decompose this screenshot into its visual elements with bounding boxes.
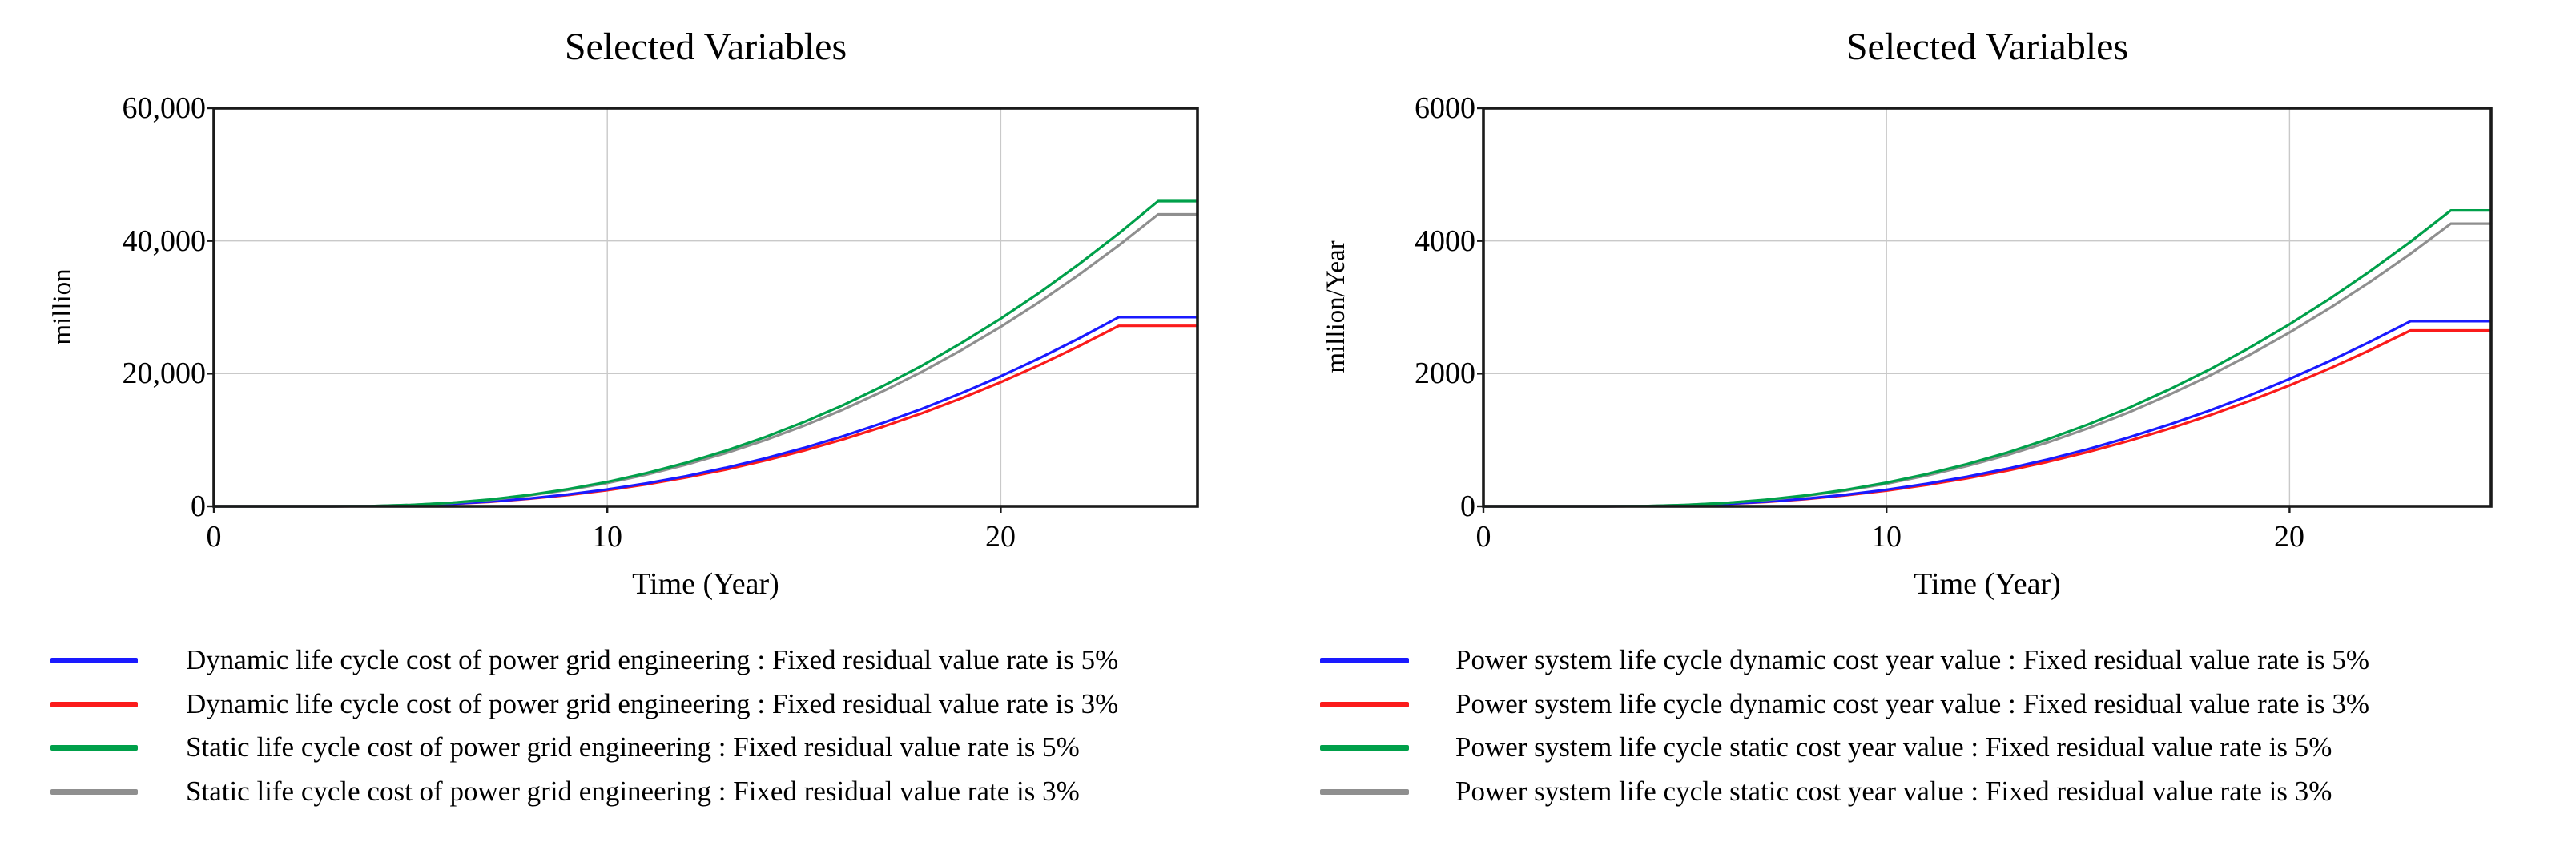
plot-area xyxy=(207,107,1199,513)
x-tick-label: 0 xyxy=(1475,520,1491,554)
y-tick-label: 40,000 xyxy=(122,224,207,258)
legend-item-label: Dynamic life cycle cost of power grid en… xyxy=(186,688,1119,719)
y-axis-label: million xyxy=(48,268,77,345)
legend-swatch-green xyxy=(1320,745,1409,751)
x-tick-label: 10 xyxy=(1871,520,1902,554)
legend-swatch-red xyxy=(50,702,138,707)
legend-swatch-blue xyxy=(1320,658,1409,663)
x-axis-label: Time (Year) xyxy=(1914,567,2061,601)
legend-item-label: Static life cycle cost of power grid eng… xyxy=(186,776,1080,807)
legend-swatch-gray xyxy=(50,789,138,795)
legend-swatch-gray xyxy=(1320,789,1409,795)
x-tick-label: 20 xyxy=(985,520,1016,554)
y-tick-label: 4000 xyxy=(1415,224,1475,258)
legend-item-label: Power system life cycle static cost year… xyxy=(1455,776,2332,807)
x-tick-label: 0 xyxy=(206,520,222,554)
y-tick-label: 2000 xyxy=(1415,357,1475,390)
x-axis-label: Time (Year) xyxy=(632,567,779,601)
y-tick-label: 20,000 xyxy=(122,357,207,390)
y-axis-label: million/Year xyxy=(1322,240,1350,373)
y-tick-label: 0 xyxy=(191,489,206,523)
legend-swatch-red xyxy=(1320,702,1409,707)
legend-item-label: Dynamic life cycle cost of power grid en… xyxy=(186,644,1119,675)
legend-item-label: Static life cycle cost of power grid eng… xyxy=(186,731,1080,763)
y-tick-label: 6000 xyxy=(1415,91,1475,125)
legend-item-label: Power system life cycle dynamic cost yea… xyxy=(1455,644,2370,675)
legend-swatch-green xyxy=(50,745,138,751)
x-tick-label: 10 xyxy=(592,520,622,554)
chart-title: Selected Variables xyxy=(1845,26,2129,68)
chart-title: Selected Variables xyxy=(564,26,847,68)
legend-item-label: Power system life cycle static cost year… xyxy=(1455,731,2332,763)
plot-area xyxy=(1477,107,2493,513)
legend-item-label: Power system life cycle dynamic cost yea… xyxy=(1455,688,2370,719)
x-tick-label: 20 xyxy=(2274,520,2304,554)
y-tick-label: 0 xyxy=(1460,489,1475,523)
y-tick-label: 60,000 xyxy=(122,91,207,125)
legend-swatch-blue xyxy=(50,658,138,663)
